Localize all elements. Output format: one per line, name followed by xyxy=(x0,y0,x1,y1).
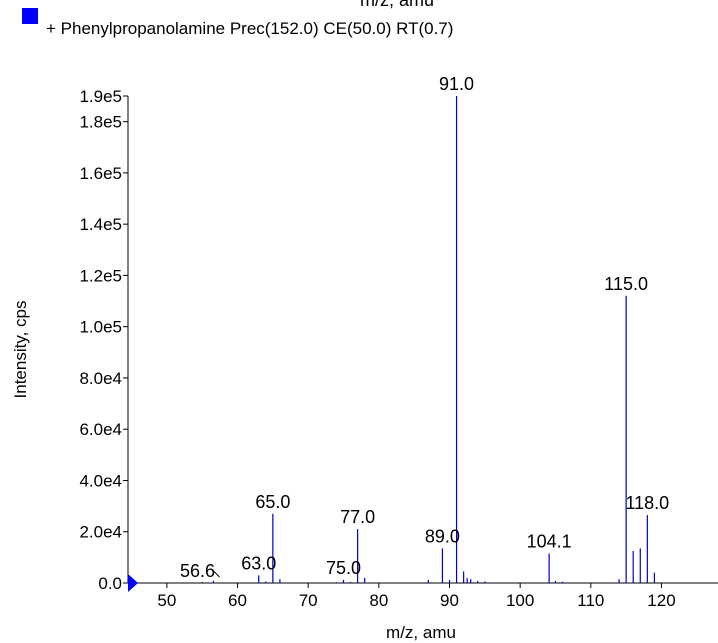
x-tick-label: 120 xyxy=(647,591,675,610)
x-tick-label: 50 xyxy=(157,591,176,610)
y-tick-label: 2.0e4 xyxy=(79,523,122,542)
x-tick-label: 90 xyxy=(440,591,459,610)
top-axis-label-cut: m/z, amu xyxy=(360,0,435,10)
peak-label: 77.0 xyxy=(340,507,375,527)
x-tick-label: 70 xyxy=(299,591,318,610)
y-tick-label: 1.2e5 xyxy=(79,266,122,285)
axes-layer: 0.0 2.0e4 4.0e4 6.0e4 8.0e4 1.0e5 1.2e5 1.4e5 1.… xyxy=(79,87,718,610)
y-tick-label: 8.0e4 xyxy=(79,369,122,388)
callout-line xyxy=(211,568,220,578)
peak-label: 65.0 xyxy=(255,492,290,512)
peak-label: 75.0 xyxy=(326,558,361,578)
x-tick-label: 80 xyxy=(369,591,388,610)
peak-labels-layer: 56.6 63.0 65.0 75.0 77.0 89.0 91.0 104.1 115.0 11… xyxy=(180,74,669,581)
y-axis-title: Intensity, cps xyxy=(11,301,30,399)
y-tick-label: 6.0e4 xyxy=(79,420,122,439)
peak-label: 104.1 xyxy=(527,532,572,552)
peak-label: 63.0 xyxy=(241,553,276,573)
y-tick-label: 1.8e5 xyxy=(79,113,122,132)
y-tick-label: 1.0e5 xyxy=(79,318,122,337)
peak-label: 91.0 xyxy=(439,74,474,94)
y-tick-label: 1.9e5 xyxy=(79,87,122,106)
y-tick-label: 1.6e5 xyxy=(79,164,122,183)
legend-text: + Phenylpropanolamine Prec(152.0) CE(50.… xyxy=(46,19,454,38)
peaks-layer xyxy=(201,96,656,583)
legend: + Phenylpropanolamine Prec(152.0) CE(50.… xyxy=(22,8,453,38)
peak-label: 89.0 xyxy=(425,526,460,546)
x-tick-label: 110 xyxy=(577,591,604,610)
baseline-marker xyxy=(128,574,138,592)
y-tick-label: 4.0e4 xyxy=(79,471,122,490)
y-tick-label: 1.4e5 xyxy=(79,215,122,234)
peak-label: 118.0 xyxy=(625,493,669,513)
y-tick-label: 0.0 xyxy=(98,574,122,593)
peak-label: 115.0 xyxy=(604,274,648,294)
x-tick-label: 60 xyxy=(228,591,247,610)
legend-swatch xyxy=(22,8,38,24)
x-tick-label: 100 xyxy=(506,591,534,610)
peak-label: 56.6 xyxy=(180,561,215,581)
x-axis-title: m/z, amu xyxy=(386,623,456,642)
